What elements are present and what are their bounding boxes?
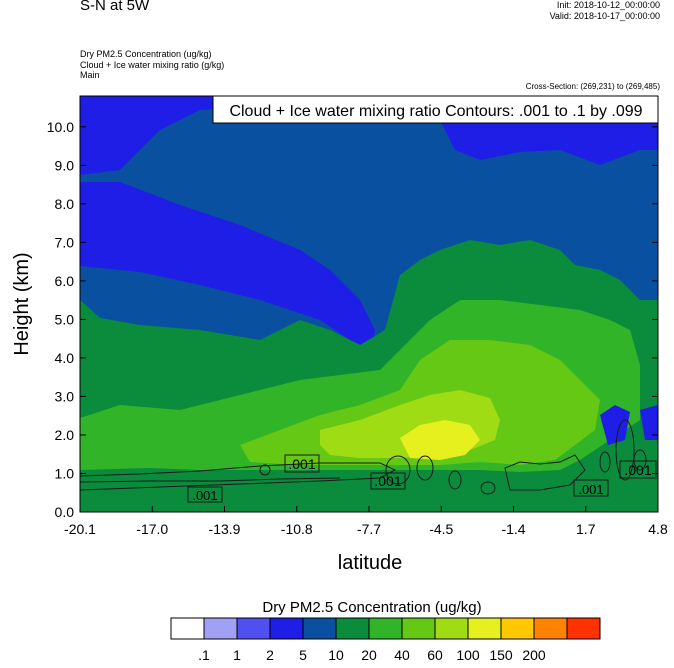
colorbar-swatch — [533, 617, 568, 640]
field-line-main: Main — [80, 70, 100, 80]
contour-label: .001 — [578, 482, 603, 497]
colorbar-label: 2 — [266, 647, 274, 663]
colorbar-swatch — [500, 617, 535, 640]
colorbar-label: 20 — [361, 647, 377, 663]
contour-label: .001 — [192, 488, 217, 503]
colorbar-swatch — [401, 617, 436, 640]
contour-label: .001 — [624, 462, 651, 478]
init-valid-times: Init: 2018-10-12_00:00:00 Valid: 2018-10… — [550, 0, 660, 22]
colorbar: .1 1 2 5 10 20 40 60 100 150 200 — [170, 617, 601, 663]
field-pocket-blue-edge — [640, 405, 658, 440]
y-tick-label: 0.0 — [55, 504, 75, 520]
x-axis-title: latitude — [338, 552, 403, 574]
contour-label: .001 — [288, 456, 315, 472]
contour-label-box — [619, 460, 657, 479]
contour-labels: .001 .001 .001 .001 .001 — [187, 454, 657, 503]
cloud-contours — [80, 419, 647, 495]
contour-line — [80, 477, 341, 483]
y-tick-label: 10.0 — [47, 119, 74, 135]
y-tick-label: 6.0 — [55, 273, 75, 289]
contour-label: .001 — [374, 473, 401, 489]
colorbar-label: 10 — [328, 647, 344, 663]
contour-info-label: Cloud + Ice water mixing ratio Contours:… — [229, 103, 642, 120]
contour-label-box — [573, 479, 609, 497]
colorbar-label: 5 — [299, 647, 307, 663]
contour-line — [615, 419, 635, 481]
contour-line — [385, 455, 411, 485]
field-band-surface — [80, 476, 320, 512]
colorbar-swatch — [566, 617, 601, 640]
contour-line — [416, 455, 434, 481]
x-tick-label: -7.7 — [357, 521, 381, 537]
cross-section-label: Cross-Section: (269,231) to (269,485) — [525, 82, 660, 91]
y-axis-title: Height (km) — [11, 252, 33, 355]
colorbar-swatch — [269, 617, 304, 640]
colorbar-swatch — [203, 617, 238, 640]
y-tick-label: 8.0 — [55, 196, 75, 212]
colorbar-swatch — [368, 617, 403, 640]
x-tick-label: -13.9 — [209, 521, 241, 537]
contour-line — [504, 454, 586, 491]
colorbar-label: 60 — [427, 647, 443, 663]
colorbar-label: 150 — [489, 647, 513, 663]
y-tick-label: 5.0 — [55, 311, 75, 327]
x-tick-label: -10.8 — [281, 521, 313, 537]
valid-time: Valid: 2018-10-17_00:00:00 — [549, 11, 660, 21]
axis-ticks: -20.1 -17.0 -13.9 -10.8 -7.7 -4.5 -1.4 1.7 4.8 0.… — [47, 119, 668, 537]
colorbar-swatch — [335, 617, 370, 640]
contour-label-box — [187, 486, 223, 503]
colorbar-swatch — [467, 617, 502, 640]
contour-line — [80, 462, 397, 491]
colorbar-title: Dry PM2.5 Concentration (ug/kg) — [262, 599, 481, 616]
colorbar-label: 100 — [456, 647, 480, 663]
contour-line — [259, 464, 271, 476]
colorbar-swatch — [170, 617, 205, 640]
field-band-blue-diagonal — [80, 182, 375, 350]
field-pocket-blue — [600, 405, 630, 445]
field-band-yellow — [400, 420, 480, 460]
field-description: Dry PM2.5 Concentration (ug/kg) Cloud + … — [80, 49, 224, 81]
plot-title: S-N at 5W — [80, 0, 150, 14]
concentration-field — [80, 96, 658, 512]
y-tick-label: 4.0 — [55, 350, 75, 366]
field-line-cloud: Cloud + Ice water mixing ratio (g/kg) — [80, 59, 225, 70]
x-tick-label: -1.4 — [501, 521, 525, 537]
contour-label-box — [370, 472, 406, 490]
colorbar-label: .1 — [198, 647, 210, 663]
colorbar-label: 200 — [522, 647, 546, 663]
x-tick-label: -17.0 — [136, 521, 168, 537]
init-time: Init: 2018-10-12_00:00:00 — [556, 0, 660, 10]
y-tick-label: 3.0 — [55, 388, 75, 404]
colorbar-swatch — [434, 617, 469, 640]
y-tick-label: 2.0 — [55, 427, 75, 443]
x-tick-label: -20.1 — [64, 521, 96, 537]
contour-line — [480, 481, 496, 495]
y-tick-label: 1.0 — [55, 465, 75, 481]
colorbar-label: 1 — [233, 647, 241, 663]
colorbar-swatch — [302, 617, 337, 640]
contour-line — [448, 470, 462, 490]
contour-line — [599, 451, 611, 473]
field-line-pm25: Dry PM2.5 Concentration (ug/kg) — [80, 49, 212, 59]
colorbar-swatch — [236, 617, 271, 640]
x-tick-label: 4.8 — [648, 521, 668, 537]
colorbar-label: 40 — [394, 647, 410, 663]
y-tick-label: 7.0 — [55, 234, 75, 250]
contour-line — [633, 449, 647, 471]
y-tick-label: 9.0 — [55, 157, 75, 173]
contour-label-box — [284, 454, 320, 473]
x-tick-label: 1.7 — [576, 521, 596, 537]
x-tick-label: -4.5 — [429, 521, 453, 537]
